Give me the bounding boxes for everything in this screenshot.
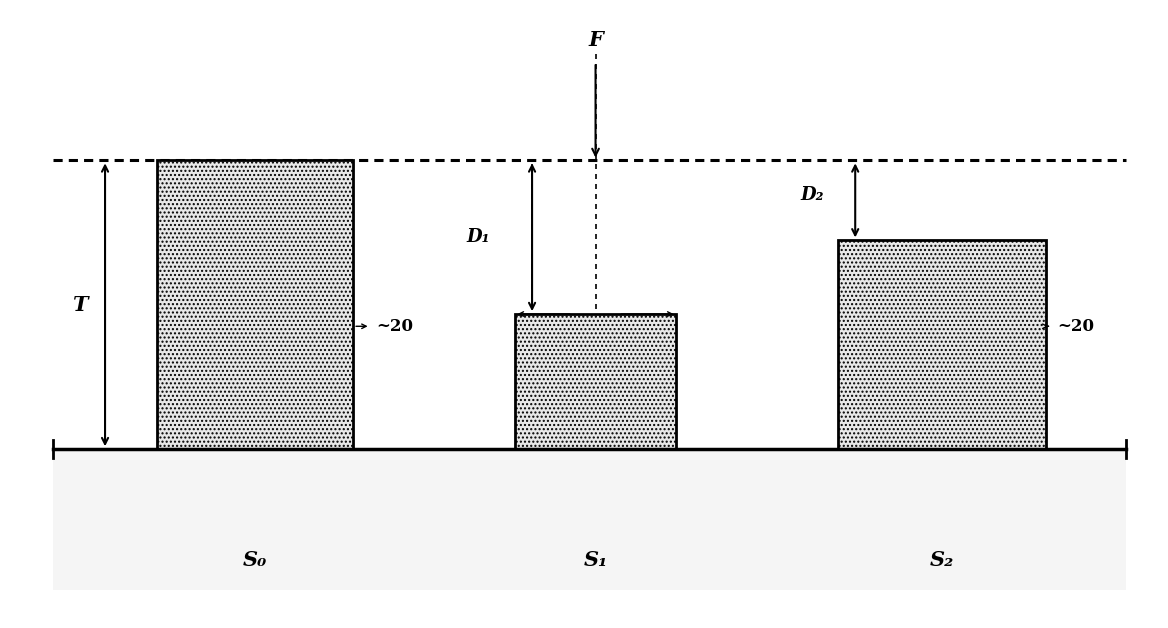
Text: S₀: S₀ bbox=[243, 550, 267, 570]
Text: S₁: S₁ bbox=[584, 550, 607, 570]
Bar bbox=[837, 241, 1045, 449]
Text: D₁: D₁ bbox=[466, 228, 489, 246]
Text: D₂: D₂ bbox=[801, 187, 825, 205]
Text: T: T bbox=[72, 295, 88, 315]
Bar bbox=[515, 314, 676, 449]
Text: ~20: ~20 bbox=[1057, 318, 1094, 335]
Text: S₂: S₂ bbox=[930, 550, 954, 570]
Text: ~20: ~20 bbox=[376, 318, 413, 335]
Text: F: F bbox=[589, 30, 603, 50]
Bar bbox=[53, 449, 1126, 590]
Bar bbox=[157, 161, 353, 449]
